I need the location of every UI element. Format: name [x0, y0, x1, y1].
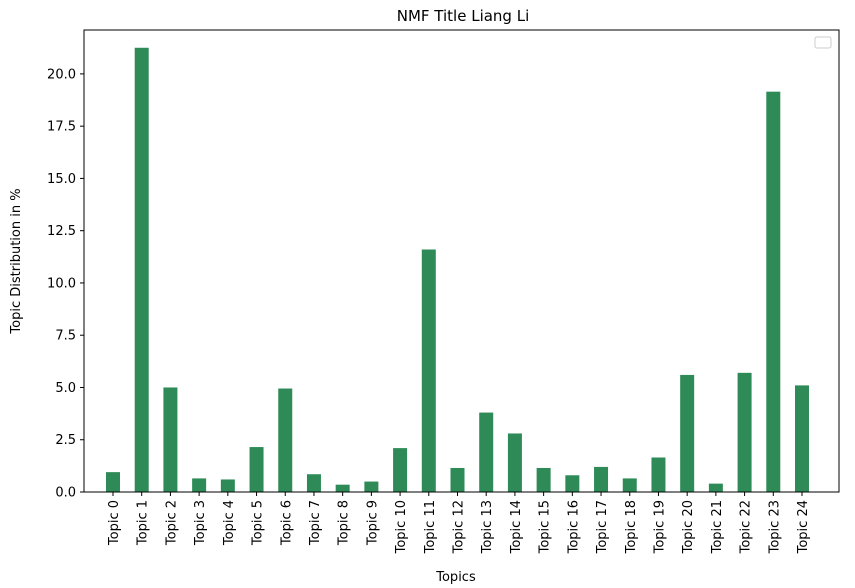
- x-tick-label: Topic 17: [595, 500, 610, 554]
- x-tick-label: Topic 14: [509, 500, 524, 554]
- bar-topic-2: [163, 387, 178, 492]
- bar-topic-10: [393, 448, 408, 492]
- x-axis-label: Topics: [435, 570, 476, 585]
- x-tick-label: Topic 20: [681, 500, 696, 554]
- x-tick-label: Topic 1: [136, 500, 151, 546]
- plot-frame: [83, 29, 840, 493]
- bar-topic-19: [651, 457, 666, 492]
- y-tick-label: 2.5: [55, 433, 76, 448]
- y-tick-label: 5.0: [55, 381, 76, 396]
- bar-topic-22: [737, 372, 752, 492]
- x-tick-label: Topic 13: [480, 500, 495, 554]
- bar-topic-1: [134, 47, 149, 493]
- bar-topic-14: [507, 433, 522, 492]
- x-tick-label: Topic 23: [767, 500, 782, 554]
- legend-box: [814, 36, 832, 49]
- x-tick-label: Topic 15: [538, 500, 553, 554]
- bar-topic-4: [220, 479, 235, 492]
- x-tick-label: Topic 7: [308, 500, 323, 546]
- bar-topic-24: [795, 385, 809, 492]
- x-tick-label: Topic 4: [222, 500, 237, 546]
- y-tick-label: 17.5: [47, 120, 76, 135]
- y-tick-label: 20.0: [47, 67, 76, 82]
- x-tick-label: Topic 6: [279, 500, 294, 546]
- bar-topic-15: [536, 467, 551, 492]
- y-tick-label: 15.0: [47, 172, 76, 187]
- y-tick-label: 10.0: [47, 276, 76, 291]
- y-axis-label: Topic Distribution in %: [9, 188, 24, 334]
- y-tick-label: 0.0: [55, 486, 76, 501]
- y-axis: 0.0 2.5 5.0 7.5 10.0 12.5 15.0 17.5 20.0: [47, 67, 84, 501]
- bar-topic-5: [249, 447, 264, 492]
- bar-topic-13: [479, 412, 494, 492]
- x-tick-label: Topic 22: [739, 500, 754, 554]
- x-tick-label: Topic 12: [452, 500, 467, 554]
- x-tick-label: Topic 8: [337, 500, 352, 546]
- x-tick-label: Topic 21: [710, 500, 725, 554]
- bar-topic-12: [450, 467, 465, 492]
- bar-topic-7: [306, 474, 321, 492]
- x-tick-label: Topic 11: [423, 500, 438, 554]
- x-tick-label: Topic 3: [193, 500, 208, 546]
- bar-topic-8: [335, 484, 350, 492]
- x-axis: Topic 0 Topic 1 Topic 2 Topic 3 Topic 4 Topic…: [107, 492, 811, 554]
- bar-topic-20: [680, 374, 695, 492]
- bar-topic-3: [192, 478, 207, 492]
- bar-topic-16: [565, 475, 580, 492]
- bars-group: [106, 47, 809, 493]
- bar-topic-0: [106, 472, 120, 492]
- x-tick-label: Topic 19: [652, 500, 667, 554]
- bar-topic-17: [594, 466, 609, 492]
- y-tick-label: 12.5: [47, 224, 76, 239]
- y-tick-label: 7.5: [55, 329, 76, 344]
- bar-topic-9: [364, 481, 379, 492]
- bar-topic-23: [766, 91, 781, 493]
- x-tick-label: Topic 5: [251, 500, 266, 546]
- x-tick-label: Topic 10: [394, 500, 409, 554]
- x-tick-label: Topic 9: [365, 500, 380, 546]
- bar-topic-6: [278, 388, 293, 492]
- x-tick-label: Topic 24: [796, 500, 811, 554]
- x-tick-label: Topic 16: [566, 500, 581, 554]
- bar-topic-11: [421, 249, 436, 492]
- x-tick-label: Topic 2: [164, 500, 179, 546]
- bar-topic-21: [708, 483, 723, 492]
- bar-topic-18: [622, 478, 637, 492]
- x-tick-label: Topic 0: [107, 500, 122, 546]
- chart-title: NMF Title Liang Li: [397, 7, 530, 25]
- x-tick-label: Topic 18: [624, 500, 639, 554]
